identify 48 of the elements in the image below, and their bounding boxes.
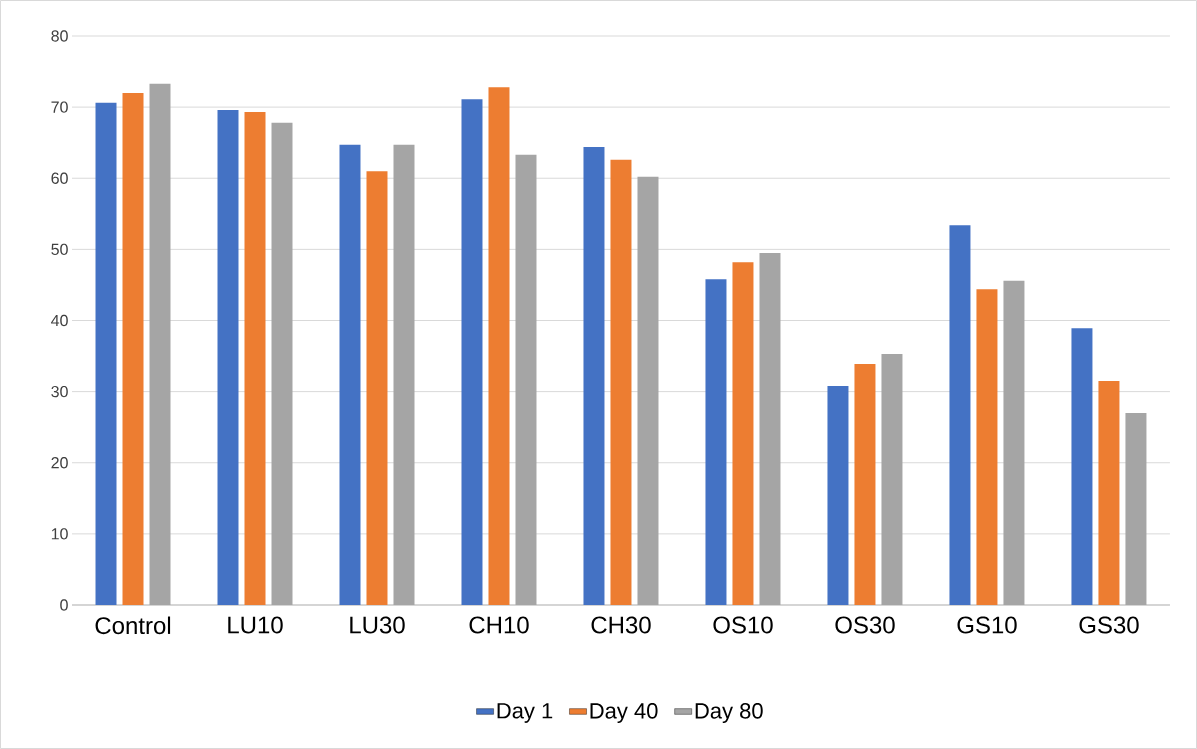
bar xyxy=(705,279,727,605)
bar xyxy=(217,109,239,605)
bar xyxy=(461,99,483,605)
y-tick-label: 0 xyxy=(60,599,68,611)
bar xyxy=(637,176,659,605)
bar xyxy=(732,262,754,605)
y-tick-label: 70 xyxy=(51,101,68,113)
bar xyxy=(149,83,171,605)
bar xyxy=(122,92,144,605)
bar xyxy=(610,159,632,605)
bar xyxy=(827,385,849,605)
x-tick-label: LU10 xyxy=(228,616,283,634)
bar xyxy=(339,144,361,605)
bar xyxy=(1003,280,1025,605)
y-tick-label: 60 xyxy=(51,172,68,184)
x-tick-label: Control xyxy=(95,616,171,635)
bar xyxy=(759,252,781,605)
bar xyxy=(854,363,876,605)
bar xyxy=(976,289,998,605)
x-tick-label: OS30 xyxy=(835,616,895,634)
bar xyxy=(95,102,117,605)
bar xyxy=(488,87,510,605)
bar xyxy=(393,144,415,605)
x-tick-label: GS10 xyxy=(957,616,1017,634)
bar xyxy=(1098,380,1120,605)
x-tick-label: CH30 xyxy=(591,616,651,634)
legend-label: Day 80 xyxy=(695,703,763,723)
y-tick-label: 10 xyxy=(51,528,68,540)
bar xyxy=(366,171,388,605)
bar xyxy=(1071,328,1093,605)
bar xyxy=(1125,412,1147,605)
y-tick-label: 40 xyxy=(51,314,68,327)
bar xyxy=(583,146,605,605)
y-tick-label: 80 xyxy=(51,30,68,42)
x-tick-label: CH10 xyxy=(469,616,529,634)
x-tick-label: LU30 xyxy=(350,616,405,634)
legend-label: Day 40 xyxy=(590,703,658,723)
bar xyxy=(515,154,537,605)
x-tick-label: OS10 xyxy=(713,616,773,634)
x-tick-label: GS30 xyxy=(1079,616,1139,634)
y-tick-label: 20 xyxy=(51,457,68,469)
y-tick-label: 50 xyxy=(51,243,68,256)
bar xyxy=(244,112,266,605)
y-tick-label: 30 xyxy=(51,385,68,398)
bar xyxy=(881,353,903,605)
bar xyxy=(271,122,293,605)
bar xyxy=(949,225,971,605)
legend-label: Day 1 xyxy=(497,703,553,723)
